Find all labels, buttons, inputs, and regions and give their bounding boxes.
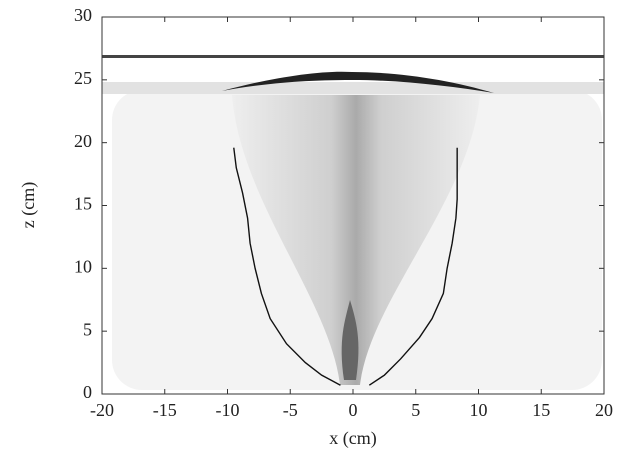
x-tick-label: 5 bbox=[411, 400, 420, 420]
y-tick-label: 30 bbox=[74, 5, 92, 25]
y-tick-label: 20 bbox=[74, 131, 92, 151]
x-tick-label: -15 bbox=[153, 400, 177, 420]
boundary-line bbox=[368, 147, 458, 386]
x-tick-label: 15 bbox=[532, 400, 550, 420]
x-tick-label: 10 bbox=[470, 400, 488, 420]
y-tick-label: 15 bbox=[74, 194, 92, 214]
x-axis-label: x (cm) bbox=[329, 428, 376, 449]
x-tick-label: 20 bbox=[595, 400, 613, 420]
y-tick-label: 25 bbox=[74, 68, 92, 88]
y-tick-label: 0 bbox=[83, 382, 92, 402]
interface-band bbox=[222, 71, 494, 93]
x-tick-label: 0 bbox=[349, 400, 358, 420]
surface-band bbox=[102, 82, 604, 94]
plume bbox=[232, 95, 480, 385]
x-tick-label: -5 bbox=[283, 400, 298, 420]
x-tick-label: -20 bbox=[90, 400, 114, 420]
x-tick-label: -10 bbox=[216, 400, 240, 420]
boundary-line bbox=[233, 147, 341, 386]
y-tick-label: 5 bbox=[83, 319, 92, 339]
y-axis-label: z (cm) bbox=[18, 182, 39, 228]
background-image bbox=[102, 55, 604, 390]
top-line bbox=[102, 55, 604, 58]
plume-core bbox=[341, 300, 359, 380]
y-tick-label: 10 bbox=[74, 256, 92, 276]
